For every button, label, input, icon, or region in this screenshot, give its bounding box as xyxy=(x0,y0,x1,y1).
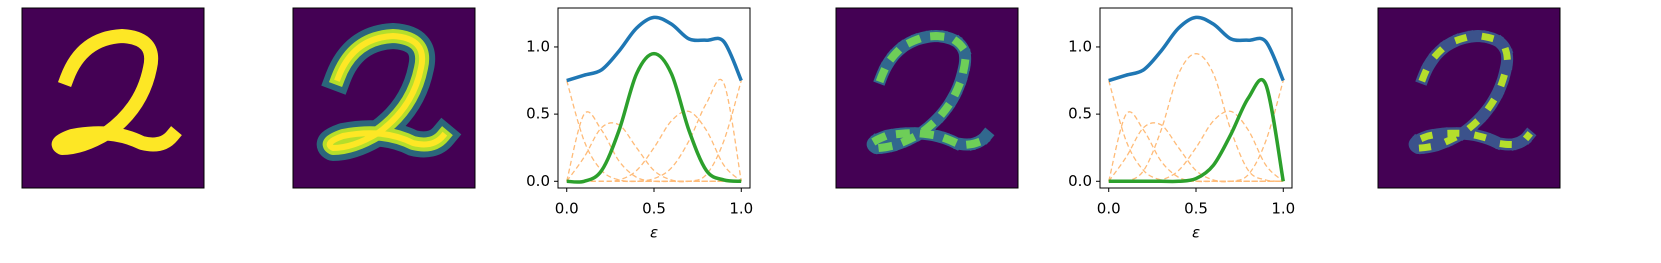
line-chart: 0.0 0.5 1.0 0.0 0.5 1.0 ε xyxy=(1068,7,1295,242)
curve xyxy=(566,15,743,83)
image-sample-a xyxy=(835,7,1019,189)
image-original xyxy=(21,7,205,189)
basis-curve xyxy=(1108,122,1284,183)
y-tick-label: 0.5 xyxy=(526,105,550,123)
y-tick-label: 1.0 xyxy=(526,37,550,55)
y-tick-label: 0.0 xyxy=(526,172,550,190)
basis-curve xyxy=(1108,110,1284,183)
x-tick-label: 0.0 xyxy=(1097,200,1121,218)
basis-curve xyxy=(1108,53,1284,183)
basis-curve xyxy=(566,80,742,183)
y-tick-label: 1.0 xyxy=(1068,37,1092,55)
plot-frame xyxy=(557,7,751,189)
y-tick-label: 0.0 xyxy=(1068,172,1092,190)
basis-curve xyxy=(566,78,742,183)
line-chart: 0.0 0.5 1.0 0.0 0.5 1.0 ε xyxy=(526,7,753,242)
x-tick-label: 0.0 xyxy=(555,200,579,218)
image-reconstruction xyxy=(292,7,476,189)
basis-curve xyxy=(1108,111,1284,183)
curve xyxy=(566,51,742,184)
curve xyxy=(1108,15,1285,83)
basis-curve xyxy=(566,111,742,183)
plot-frame xyxy=(1099,7,1293,189)
basis-curve xyxy=(1108,80,1284,183)
curve xyxy=(1108,77,1285,184)
basis-curve xyxy=(566,80,742,183)
x-tick-label: 0.5 xyxy=(1184,200,1208,218)
x-tick-label: 1.0 xyxy=(1271,200,1295,218)
x-axis-label: ε xyxy=(1192,224,1200,242)
image-sample-b xyxy=(1377,7,1561,189)
basis-curve xyxy=(566,122,742,183)
x-tick-label: 0.5 xyxy=(642,200,666,218)
y-tick-label: 0.5 xyxy=(1068,105,1092,123)
basis-curve xyxy=(1108,80,1284,183)
basis-curve xyxy=(566,110,742,183)
x-axis-label: ε xyxy=(650,224,658,242)
x-tick-label: 1.0 xyxy=(729,200,753,218)
